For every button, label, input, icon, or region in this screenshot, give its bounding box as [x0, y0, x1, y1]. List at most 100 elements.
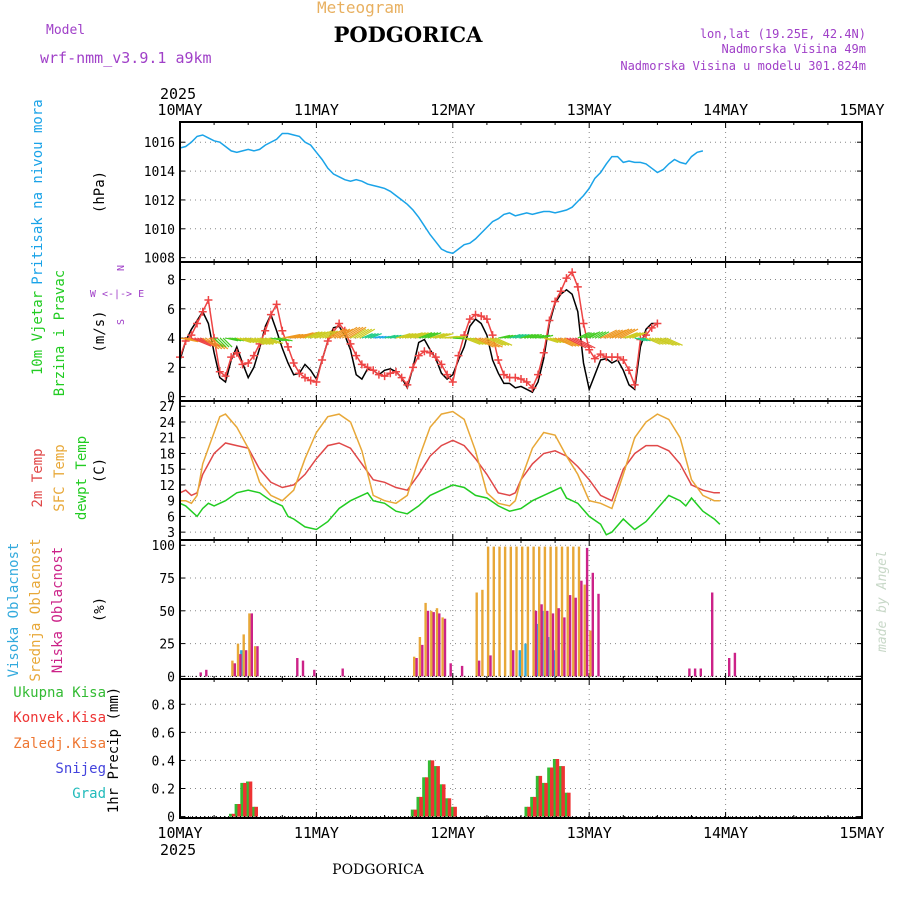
- gust-marker: [647, 323, 656, 332]
- gust-marker: [477, 312, 486, 321]
- bar: [341, 668, 344, 677]
- wind-direction-vector: [327, 328, 345, 339]
- y-tick-label: 1012: [144, 194, 175, 209]
- bar: [410, 809, 415, 817]
- wind-direction-vector: [370, 333, 382, 339]
- gust-marker: [613, 353, 622, 362]
- y-tick-label: 0: [167, 391, 175, 406]
- wind-direction-vector: [623, 332, 638, 339]
- panel-pressure: 1008 1010 1012 1014 1016 (hPa): [92, 121, 863, 267]
- bar: [253, 646, 257, 677]
- y-tick-label: 3: [167, 526, 175, 541]
- wind-direction-vector: [660, 337, 677, 346]
- wind-direction-vector: [353, 328, 370, 339]
- gust-marker: [596, 350, 605, 359]
- gust-marker: [323, 337, 332, 346]
- credit-watermark: made by Angel: [875, 550, 890, 653]
- bar: [246, 781, 250, 817]
- wind-direction-vector: [518, 333, 530, 339]
- bar: [422, 777, 426, 817]
- bar: [199, 672, 202, 677]
- wind-direction-vector: [413, 332, 429, 339]
- wind-direction-vector: [410, 332, 426, 339]
- bar: [231, 660, 234, 677]
- wind-direction-vector: [384, 334, 396, 339]
- y-tick-label: 21: [159, 432, 175, 447]
- bottom-time-tick-label: 14MAY: [703, 824, 748, 842]
- bar: [535, 775, 540, 817]
- bar: [450, 806, 455, 817]
- gust-marker: [238, 360, 247, 369]
- gust-marker: [494, 356, 503, 365]
- wind-direction-vector: [356, 328, 373, 339]
- footer-title: PODGORICA: [332, 862, 425, 878]
- wind-direction-vector: [273, 337, 287, 342]
- wind-direction-vector: [572, 337, 593, 349]
- wind-direction-vector: [486, 337, 504, 346]
- gust-marker: [210, 334, 219, 343]
- y-tick-label: 100: [152, 539, 175, 554]
- wind-direction-vector: [359, 328, 376, 339]
- bar: [231, 813, 236, 817]
- cloud-low-title: Niska Oblacnost: [50, 547, 66, 673]
- meteogram-title: Meteogram: [317, 0, 404, 17]
- gust-marker: [312, 377, 321, 386]
- bar: [413, 656, 416, 677]
- bar: [419, 796, 423, 817]
- top-time-tick-label: 13MAY: [567, 101, 612, 119]
- gust-marker: [289, 358, 298, 367]
- gust-marker: [431, 353, 440, 362]
- wind-direction-vector: [557, 337, 577, 347]
- location-title: PODGORICA: [334, 22, 484, 47]
- y-tick-label: 24: [159, 416, 175, 431]
- gust-marker: [482, 315, 491, 324]
- wind-direction-vector: [367, 333, 379, 339]
- bar: [433, 766, 438, 817]
- wind-direction-vector: [575, 337, 596, 349]
- gust-marker: [391, 367, 400, 376]
- wind-direction-vector: [538, 334, 551, 339]
- bar: [544, 782, 548, 817]
- bar: [557, 608, 560, 677]
- bar: [236, 643, 240, 677]
- wind-direction-vector: [341, 326, 361, 339]
- bar: [296, 658, 299, 677]
- bar: [591, 572, 594, 677]
- gust-marker: [573, 282, 582, 291]
- gust-marker: [306, 376, 315, 385]
- precip-legend-item: Zaledj.Kisa: [13, 736, 106, 752]
- gust-marker: [437, 360, 446, 369]
- unit-label: (%): [92, 597, 108, 622]
- unit-label: (m/s): [92, 310, 108, 352]
- bottom-time-tick-label: 13MAY: [567, 824, 612, 842]
- wind-direction-vector: [438, 333, 454, 339]
- y-tick-label: 1014: [144, 165, 175, 180]
- y-tick-label: 6: [167, 303, 175, 318]
- y-tick-label: 50: [159, 605, 175, 620]
- bar: [301, 660, 305, 677]
- gust-marker: [215, 367, 224, 376]
- wind-direction-vector: [597, 331, 610, 339]
- wind-direction-vector: [316, 330, 332, 339]
- wind-direction-vector: [577, 332, 589, 339]
- bar: [521, 546, 524, 677]
- gust-marker: [539, 348, 548, 357]
- wind-direction-vector: [509, 333, 521, 339]
- wind-direction-vector: [347, 326, 367, 339]
- gust-marker: [443, 370, 452, 379]
- wind-direction-vector: [632, 332, 647, 339]
- y-tick-label: 4: [167, 332, 175, 347]
- y-tick-label: 1010: [144, 223, 175, 238]
- bar: [543, 546, 547, 677]
- unit-label: (C): [92, 458, 108, 483]
- bar: [242, 634, 245, 677]
- wind-direction-vector: [554, 337, 574, 347]
- bar: [560, 546, 564, 677]
- wind-direction-vector: [270, 337, 284, 342]
- gust-marker: [409, 363, 418, 372]
- wind-direction-vector: [478, 337, 497, 348]
- gust-marker: [363, 363, 372, 372]
- wind-direction-vector: [580, 332, 592, 339]
- temp-sfc-title: SFC Temp: [52, 444, 68, 511]
- gust-marker: [568, 268, 577, 277]
